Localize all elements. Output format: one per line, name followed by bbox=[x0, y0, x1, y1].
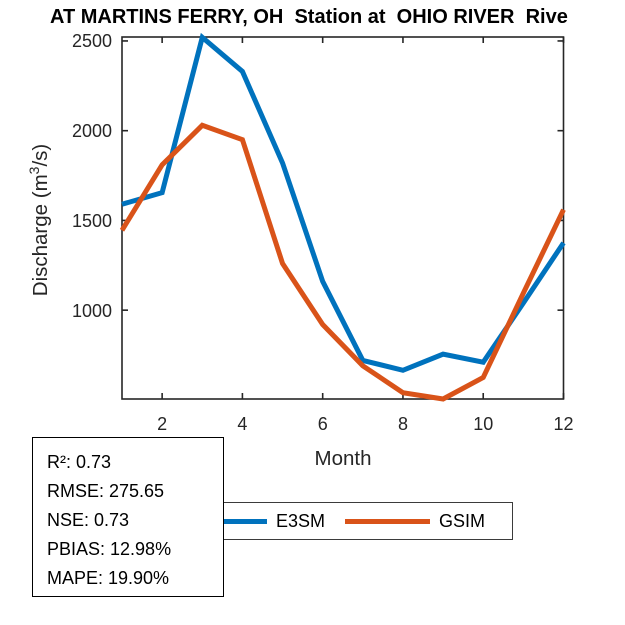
y-tick-label: 2500 bbox=[72, 31, 112, 51]
legend-label-gsim: GSIM bbox=[439, 510, 486, 531]
x-tick-label: 8 bbox=[398, 414, 408, 434]
x-tick-label: 6 bbox=[318, 414, 328, 434]
line-gsim bbox=[119, 122, 566, 402]
axes-frame bbox=[121, 36, 565, 400]
x-tick-label: 12 bbox=[553, 414, 573, 434]
legend-line-gsim bbox=[345, 518, 431, 524]
stats-box: R²: 0.73 RMSE: 275.65 NSE: 0.73 PBIAS: 1… bbox=[32, 437, 224, 597]
x-tick-labels: 2 4 6 8 10 12 bbox=[157, 414, 573, 434]
y-tick-label: 1000 bbox=[72, 301, 112, 321]
stat-pbias: PBIAS: 12.98% bbox=[47, 539, 172, 559]
legend: E3SM GSIM bbox=[173, 502, 513, 540]
stat-rmse: RMSE: 275.65 bbox=[47, 481, 165, 501]
y-tick-label: 1500 bbox=[72, 211, 112, 231]
x-tick-label: 2 bbox=[157, 414, 167, 434]
stat-r2: R²: 0.73 bbox=[47, 452, 112, 472]
chart-title: AT MARTINS FERRY, OH Station at OHIO RIV… bbox=[50, 6, 568, 28]
x-tick-label: 4 bbox=[237, 414, 247, 434]
legend-label-e3sm: E3SM bbox=[276, 510, 326, 531]
stat-mape: MAPE: 19.90% bbox=[47, 568, 170, 588]
legend-line-e3sm bbox=[185, 518, 267, 524]
y-tick-labels: 2500 2000 1500 1000 bbox=[72, 31, 112, 321]
x-tick-label: 10 bbox=[473, 414, 493, 434]
tick-marks bbox=[122, 37, 565, 399]
x-axis-label: Month bbox=[314, 447, 372, 470]
y-tick-label: 2000 bbox=[72, 121, 112, 141]
stat-nse: NSE: 0.73 bbox=[47, 510, 130, 530]
line-e3sm bbox=[121, 32, 566, 373]
